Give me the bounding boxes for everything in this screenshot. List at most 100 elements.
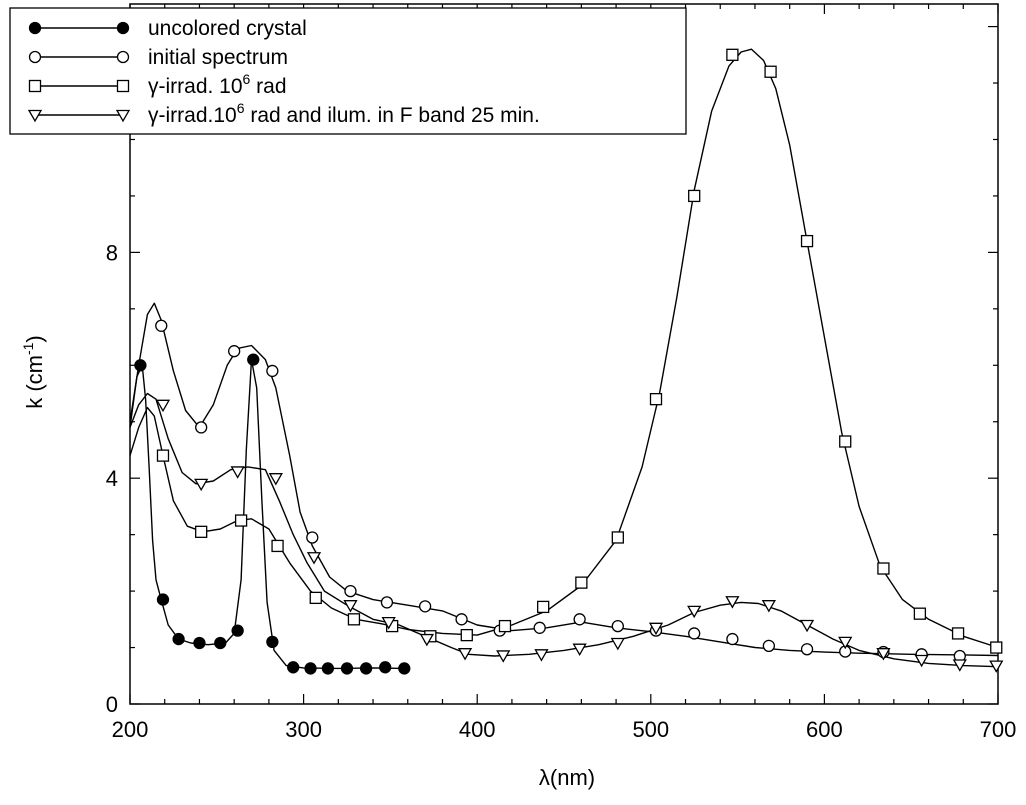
data-point-series-3 — [725, 596, 740, 609]
x-tick-label: 500 — [632, 717, 669, 742]
legend-marker-2 — [116, 79, 130, 93]
data-point-series-1 — [344, 584, 357, 598]
data-point-series-0 — [321, 662, 335, 675]
data-point-series-2 — [537, 600, 550, 614]
legend-marker-2 — [28, 79, 42, 93]
data-point-series-1 — [800, 643, 814, 656]
data-point-series-2 — [913, 607, 927, 620]
data-point-series-2 — [347, 613, 361, 626]
legend-marker-3 — [27, 109, 43, 123]
data-point-series-3 — [914, 654, 929, 668]
legend-label-part: rad — [250, 75, 286, 98]
data-point-series-3 — [534, 649, 549, 662]
x-tick-label: 200 — [112, 717, 149, 742]
data-point-series-3 — [230, 466, 245, 479]
data-point-series-3 — [799, 619, 815, 633]
data-point-series-0 — [134, 359, 147, 372]
legend-label-part: rad and ilum. in F band 25 min. — [245, 104, 540, 127]
data-point-series-0 — [379, 661, 392, 674]
data-point-series-3 — [496, 650, 511, 663]
data-point-series-3 — [838, 636, 853, 650]
data-point-series-3 — [876, 648, 891, 661]
data-point-series-2 — [460, 628, 473, 642]
data-point-series-0 — [359, 662, 373, 675]
data-point-series-0 — [266, 635, 279, 649]
y-axis-label-main: k (cm — [22, 355, 47, 409]
data-point-series-0 — [304, 662, 317, 675]
data-point-series-2 — [764, 65, 777, 78]
data-point-series-3 — [155, 399, 171, 413]
data-point-series-3 — [268, 473, 283, 486]
data-point-series-1 — [380, 596, 394, 609]
legend-label-3: γ-irrad.106 rad and ilum. in F band 25 m… — [148, 100, 540, 127]
data-point-series-1 — [726, 632, 739, 646]
legend-marker-1 — [28, 50, 42, 64]
x-tick-label: 600 — [806, 717, 843, 742]
data-point-series-2 — [839, 435, 852, 448]
data-point-series-3 — [989, 660, 1004, 673]
data-point-series-2 — [234, 514, 248, 527]
legend-label-part: γ-irrad. 10 — [148, 75, 243, 98]
data-point-series-2 — [990, 641, 1003, 654]
legend-label-1: initial spectrum — [148, 46, 288, 69]
data-point-series-2 — [688, 189, 701, 203]
data-point-series-3 — [572, 643, 587, 656]
data-point-series-3 — [343, 600, 358, 613]
y-tick-label: 0 — [106, 692, 118, 717]
spectrum-curves — [129, 48, 999, 670]
legend-marker-1 — [116, 50, 130, 64]
data-point-series-1 — [573, 613, 586, 626]
data-point-series-1 — [418, 600, 432, 613]
y-tick-label: 8 — [106, 240, 118, 265]
data-point-series-0 — [214, 636, 227, 650]
data-point-series-2 — [726, 48, 739, 61]
y-tick-label: 4 — [106, 466, 118, 491]
data-point-series-2 — [498, 619, 512, 633]
data-point-series-3 — [419, 633, 434, 647]
y-axis-label-sup: -1 — [20, 342, 36, 355]
data-point-series-2 — [649, 393, 663, 406]
x-axis-label-symbol: λ — [539, 765, 550, 790]
data-point-series-1 — [455, 613, 468, 626]
x-axis-label-unit: (nm) — [550, 765, 595, 790]
spectrum-markers — [134, 48, 1004, 675]
data-point-series-3 — [306, 552, 322, 565]
data-point-series-2 — [195, 525, 208, 538]
data-point-series-1 — [228, 345, 241, 358]
data-point-series-1 — [155, 319, 168, 332]
plot-frame — [129, 3, 999, 705]
legend-label-part: uncolored crystal — [148, 17, 307, 40]
legend-marker-3 — [115, 109, 131, 123]
data-point-series-0 — [231, 624, 244, 637]
data-point-series-2 — [271, 539, 284, 553]
data-point-series-3 — [952, 659, 967, 672]
data-point-series-0 — [247, 353, 260, 366]
legend-label-part: γ-irrad.10 — [148, 104, 237, 127]
data-point-series-3 — [381, 616, 396, 630]
data-point-series-2 — [309, 591, 322, 605]
x-tick-label: 700 — [980, 717, 1017, 742]
data-point-series-1 — [611, 619, 624, 633]
data-point-series-1 — [688, 627, 701, 640]
data-point-series-2 — [800, 234, 814, 248]
data-point-series-0 — [156, 593, 170, 606]
data-point-series-3 — [457, 648, 473, 661]
data-point-series-2 — [951, 627, 965, 640]
y-axis-label: k (cm-1) — [20, 335, 47, 409]
data-point-series-0 — [172, 632, 185, 646]
data-point-series-0 — [398, 662, 411, 675]
legend-label-part: initial spectrum — [148, 46, 288, 69]
plot-area-border — [129, 3, 999, 705]
x-tick-label: 400 — [459, 717, 496, 742]
data-point-series-2 — [575, 576, 588, 589]
data-point-series-3 — [610, 637, 625, 651]
data-point-series-1 — [762, 639, 775, 653]
legend-label-2: γ-irrad. 106 rad — [148, 71, 287, 98]
series-line-1 — [129, 302, 999, 657]
data-point-series-2 — [156, 449, 170, 462]
data-point-series-0 — [340, 662, 354, 675]
series-line-0 — [129, 358, 405, 670]
data-point-series-2 — [611, 531, 624, 544]
x-tick-label: 300 — [285, 717, 322, 742]
